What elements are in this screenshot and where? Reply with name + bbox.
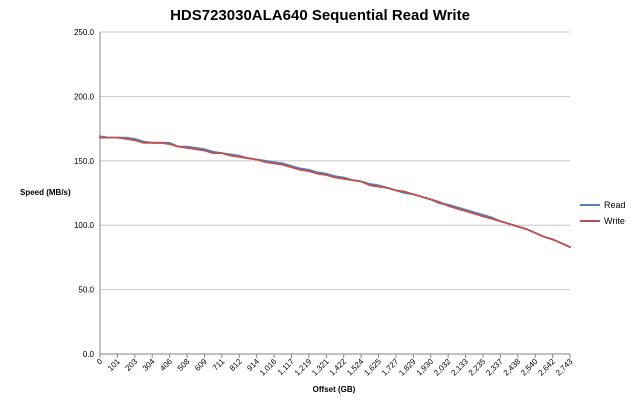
x-tick-label: 2,642 <box>536 357 557 378</box>
x-tick-label: 2,540 <box>519 357 540 378</box>
x-tick-label: 2,133 <box>449 357 470 378</box>
x-tick-label: 2,743 <box>554 357 575 378</box>
y-tick-label: 250.0 <box>74 28 95 37</box>
y-tick-label: 0.0 <box>83 350 95 359</box>
series-line-write <box>99 136 571 249</box>
x-tick-label: 304 <box>141 357 157 373</box>
x-tick-label: 1,625 <box>362 357 383 378</box>
legend-label-write: Write <box>604 216 625 226</box>
x-tick-labels: 0 101 203 304 406 508 609 711 812 9141,0161,1171,… <box>95 357 575 378</box>
x-tick-label: 1,930 <box>415 357 436 378</box>
x-tick-label: 1,524 <box>345 357 366 378</box>
x-tick-label: 2,032 <box>432 357 453 378</box>
x-tick-label: 2,337 <box>484 357 505 378</box>
x-tick-label: 1,016 <box>258 357 279 378</box>
x-tick-label: 203 <box>123 357 139 373</box>
x-tick-label: 406 <box>158 357 174 373</box>
y-tick-label: 100.0 <box>74 221 95 230</box>
x-tick-label: 0 <box>95 357 105 367</box>
gridlines <box>100 31 570 291</box>
y-tick-labels: 0.0 50.0 100.0 150.0 200.0 250.0 <box>74 28 95 359</box>
x-tick-label: 1,321 <box>310 357 331 378</box>
x-tick-label: 1,117 <box>276 357 296 377</box>
axes <box>99 32 571 358</box>
x-tick-label: 1,829 <box>397 357 418 378</box>
x-tick-label: 1,219 <box>293 357 314 378</box>
y-axis-label: Speed (MB/s) <box>20 188 71 197</box>
chart-title: HDS723030ALA640 Sequential Read Write <box>170 7 470 24</box>
x-tick-label: 1,422 <box>328 357 349 378</box>
x-tick-label: 711 <box>211 357 227 373</box>
y-tick-label: 200.0 <box>74 92 95 101</box>
x-tick-label: 812 <box>228 357 244 373</box>
x-tick-label: 2,235 <box>467 357 488 378</box>
y-tick-label: 150.0 <box>74 157 95 166</box>
series-line-read <box>99 135 571 249</box>
x-tick-label: 1,727 <box>380 357 401 378</box>
x-axis-label: Offset (GB) <box>313 385 356 394</box>
x-tick-label: 508 <box>176 357 192 373</box>
y-tick-label: 50.0 <box>78 286 94 295</box>
series-lines <box>99 135 571 249</box>
legend: Read Write <box>580 200 626 226</box>
x-tick-label: 101 <box>106 357 122 373</box>
x-tick-label: 2,438 <box>502 357 523 378</box>
x-tick-label: 609 <box>193 357 209 373</box>
legend-label-read: Read <box>604 200 626 210</box>
